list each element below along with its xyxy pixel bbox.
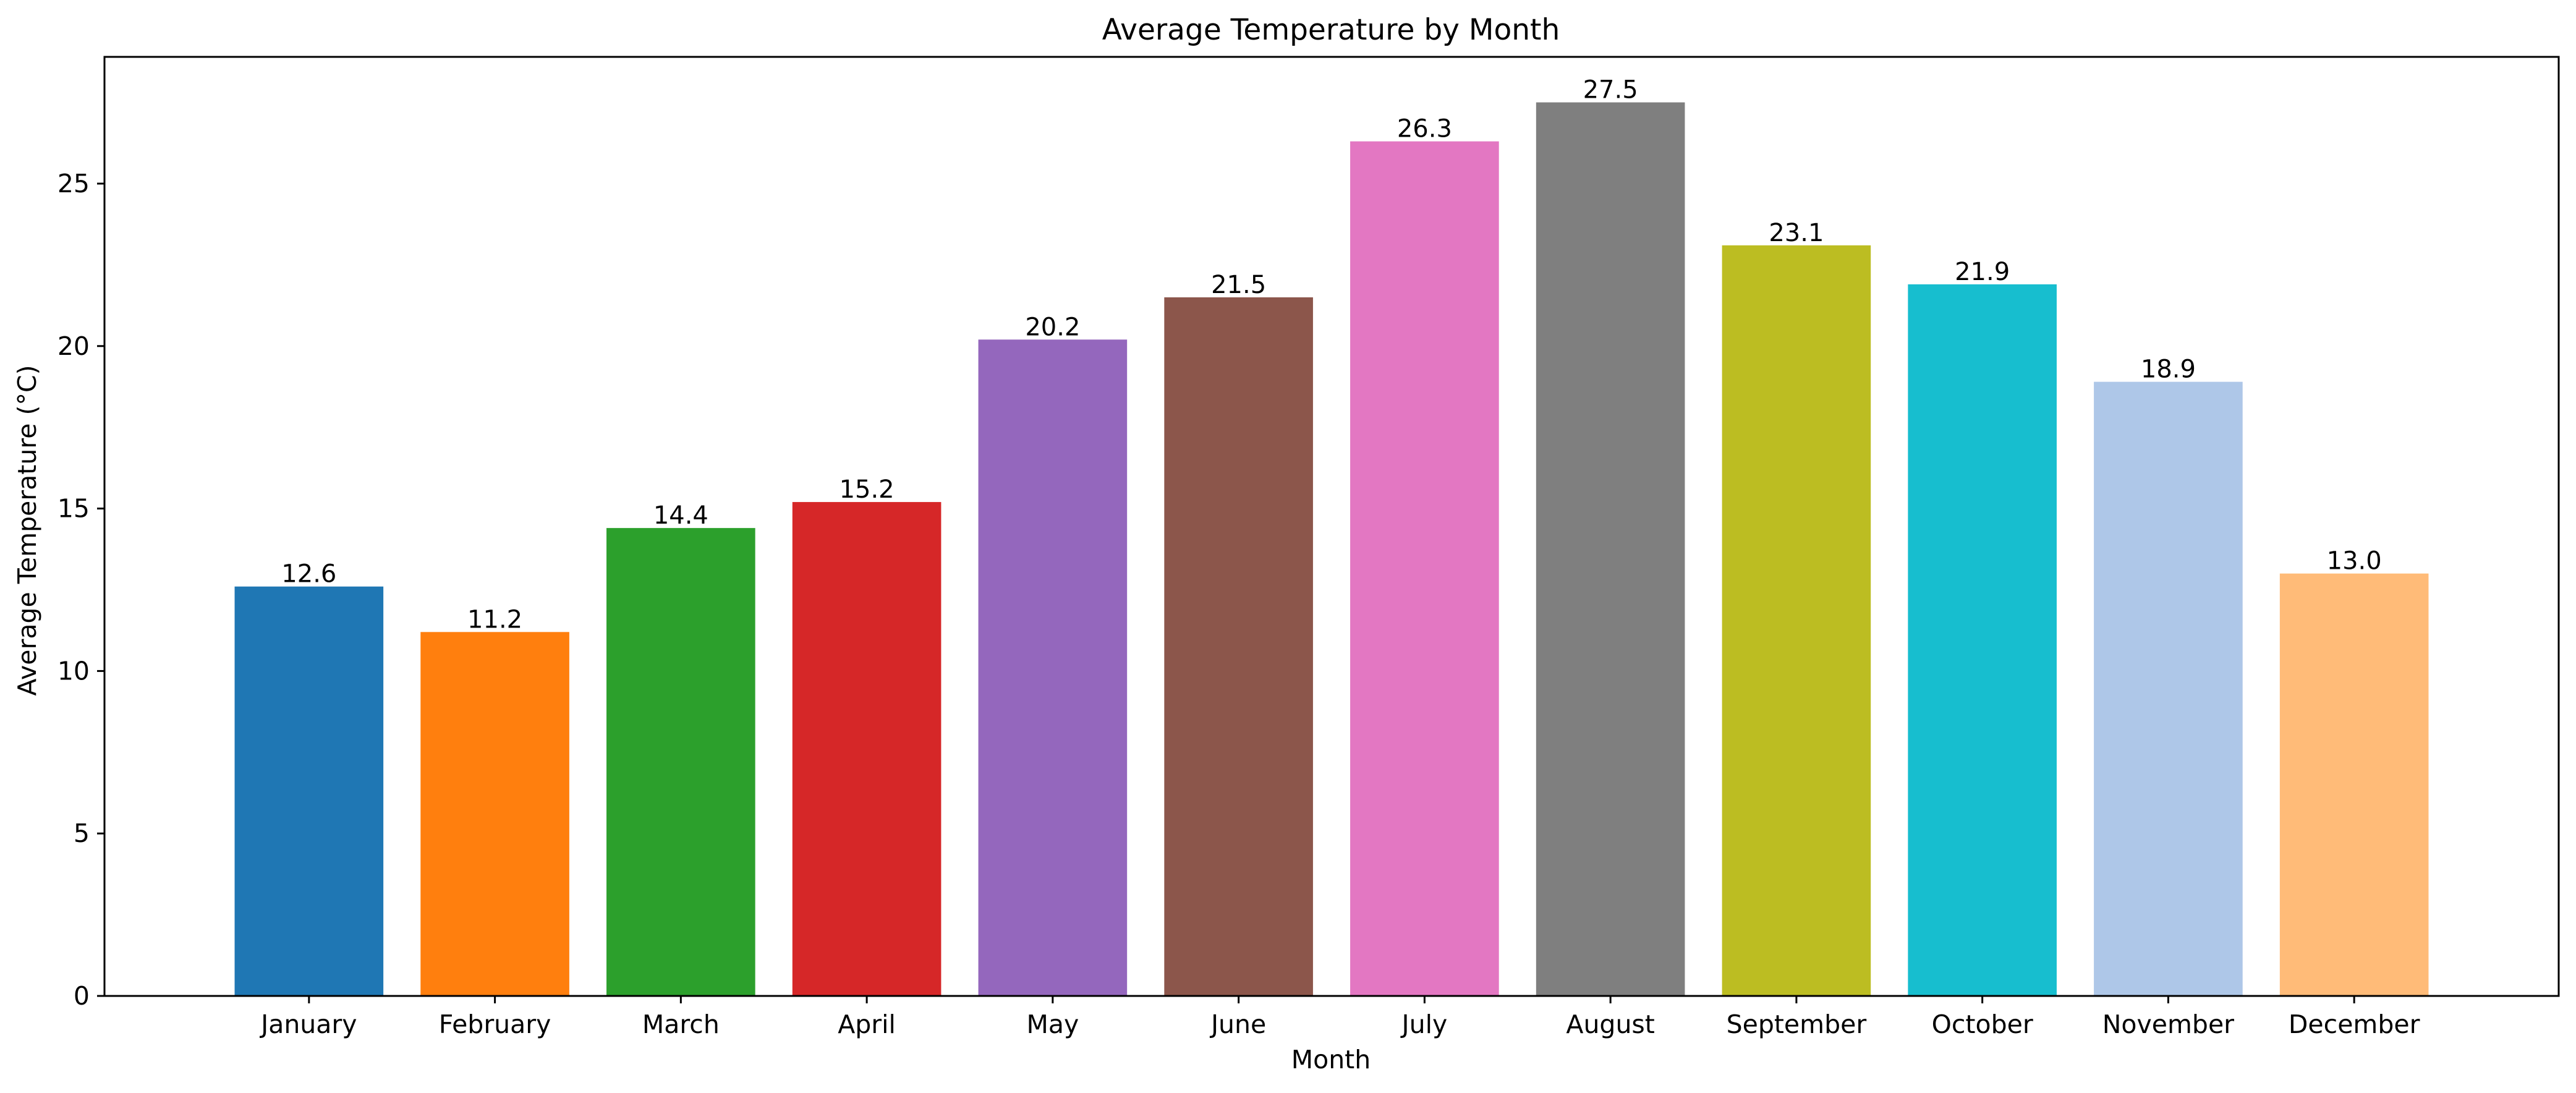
bar-value-label: 12.6 bbox=[281, 560, 336, 589]
chart-title: Average Temperature by Month bbox=[1102, 13, 1560, 47]
bar-july bbox=[1350, 141, 1499, 996]
bar-january bbox=[234, 586, 384, 996]
bar-value-label: 15.2 bbox=[840, 475, 895, 504]
x-tick-label: October bbox=[1932, 1010, 2033, 1039]
bar-value-label: 26.3 bbox=[1397, 115, 1452, 143]
x-tick-label: May bbox=[1026, 1010, 1079, 1039]
x-tick-label: November bbox=[2102, 1010, 2234, 1039]
bar-april bbox=[792, 502, 942, 996]
bar-value-label: 23.1 bbox=[1769, 219, 1824, 247]
x-tick-label: June bbox=[1209, 1010, 1266, 1039]
bar-august bbox=[1536, 102, 1685, 997]
x-tick-label: January bbox=[259, 1010, 357, 1039]
x-tick-label: March bbox=[642, 1010, 720, 1039]
bar-value-label: 20.2 bbox=[1025, 313, 1080, 341]
bars-group bbox=[234, 102, 2429, 997]
y-tick-label: 10 bbox=[57, 656, 90, 686]
x-tick-label: February bbox=[439, 1010, 551, 1039]
bar-march bbox=[606, 528, 755, 996]
x-axis-ticks-group: January February March April May June July Augu… bbox=[259, 996, 2420, 1039]
y-axis-label: Average Temperature (°C) bbox=[12, 365, 42, 695]
x-axis-label: Month bbox=[1291, 1045, 1371, 1074]
bar-november bbox=[2094, 381, 2243, 996]
bar-value-label: 18.9 bbox=[2141, 355, 2196, 384]
bar-value-label: 21.5 bbox=[1211, 271, 1266, 299]
bar-february bbox=[420, 632, 569, 996]
bar-december bbox=[2279, 573, 2429, 996]
bar-value-label: 14.4 bbox=[653, 501, 708, 530]
bar-value-label: 11.2 bbox=[467, 605, 522, 634]
y-tick-label: 25 bbox=[57, 169, 90, 198]
bar-june bbox=[1164, 297, 1313, 996]
bar-value-label: 13.0 bbox=[2327, 547, 2382, 576]
bar-value-label: 27.5 bbox=[1583, 76, 1638, 104]
x-tick-label: August bbox=[1566, 1010, 1654, 1039]
y-tick-label: 0 bbox=[74, 981, 90, 1011]
bar-value-label: 21.9 bbox=[1955, 258, 2010, 286]
x-tick-label: April bbox=[838, 1010, 896, 1039]
x-tick-label: December bbox=[2289, 1010, 2420, 1039]
bar-value-labels-group: 12.6 11.2 14.4 15.2 20.2 21.5 26.3 27.5 23.1 21.9… bbox=[281, 76, 2381, 634]
y-axis-ticks-group: 0 5 10 15 20 25 bbox=[57, 169, 104, 1011]
y-tick-label: 20 bbox=[57, 331, 90, 361]
bar-may bbox=[978, 339, 1128, 996]
plot-area-frame bbox=[103, 56, 2560, 997]
x-tick-label: July bbox=[1400, 1010, 1448, 1039]
bar-september bbox=[1722, 245, 1871, 996]
x-tick-label: September bbox=[1727, 1010, 1867, 1039]
bar-october bbox=[1908, 284, 2057, 997]
y-tick-label: 15 bbox=[57, 494, 90, 524]
y-tick-label: 5 bbox=[74, 819, 90, 848]
